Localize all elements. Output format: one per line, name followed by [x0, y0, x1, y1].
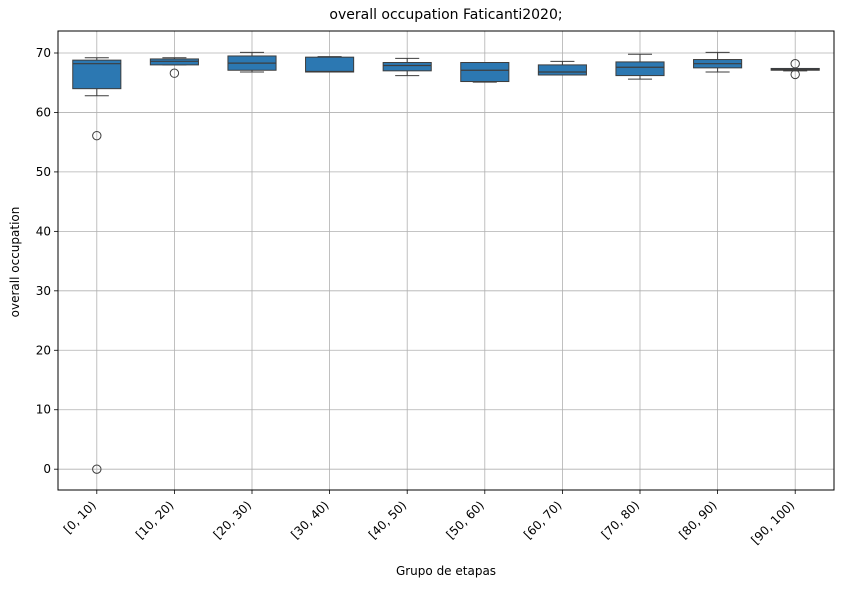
outlier-point: [92, 130, 102, 141]
box-iqr: [382, 62, 432, 72]
y-tick-label: 60: [36, 105, 51, 119]
box-group: [615, 53, 665, 80]
y-tick-label: 50: [36, 165, 51, 179]
outlier-point: [790, 59, 800, 69]
box-iqr: [305, 56, 355, 73]
plot-frame: [57, 30, 835, 491]
box-group: [693, 51, 743, 73]
x-tick-label: [10, 20): [133, 498, 177, 542]
x-tick-label: [30, 40): [288, 498, 332, 542]
x-tick-label: [60, 70): [521, 498, 565, 542]
outlier-point: [790, 69, 800, 80]
y-axis-label: overall occupation: [8, 207, 22, 318]
box-iqr: [615, 61, 665, 77]
grid: [58, 31, 834, 490]
box-iqr: [537, 64, 587, 76]
box-group: [537, 60, 587, 76]
y-tick-label: 70: [36, 46, 51, 60]
y-tick-label: 20: [36, 343, 51, 357]
boxes: [72, 51, 820, 474]
x-tick-label: [70, 80): [599, 498, 643, 542]
box-group: [770, 59, 820, 80]
outlier-point: [169, 68, 180, 78]
outlier-point: [92, 464, 102, 474]
y-tick-label: 40: [36, 224, 51, 238]
x-axis-label: Grupo de etapas: [396, 564, 496, 578]
x-tick-label: [90, 100): [748, 498, 797, 547]
box-group: [149, 57, 199, 78]
y-tick-label: 0: [43, 462, 51, 476]
box-group: [227, 51, 277, 73]
box-iqr: [72, 59, 122, 90]
chart-title: overall occupation Faticanti2020;: [329, 7, 562, 23]
y-tick-label: 10: [36, 403, 51, 417]
x-tick-label: [50, 60): [443, 498, 487, 542]
x-tick-label: [40, 50): [366, 498, 410, 542]
box-group: [72, 57, 122, 474]
x-tick-label: [0, 10): [61, 498, 99, 536]
ticks: 0 10 20 30 40 50 60 70 [0, 10) [10, 20) [20, 30) [3…: [36, 46, 798, 547]
box-iqr: [460, 62, 510, 83]
box-group: [305, 56, 355, 73]
y-tick-label: 30: [36, 284, 51, 298]
box-group: [460, 62, 510, 83]
x-tick-label: [80, 90): [676, 498, 720, 542]
x-tick-label: [20, 30): [211, 498, 255, 542]
box-group: [382, 57, 432, 77]
